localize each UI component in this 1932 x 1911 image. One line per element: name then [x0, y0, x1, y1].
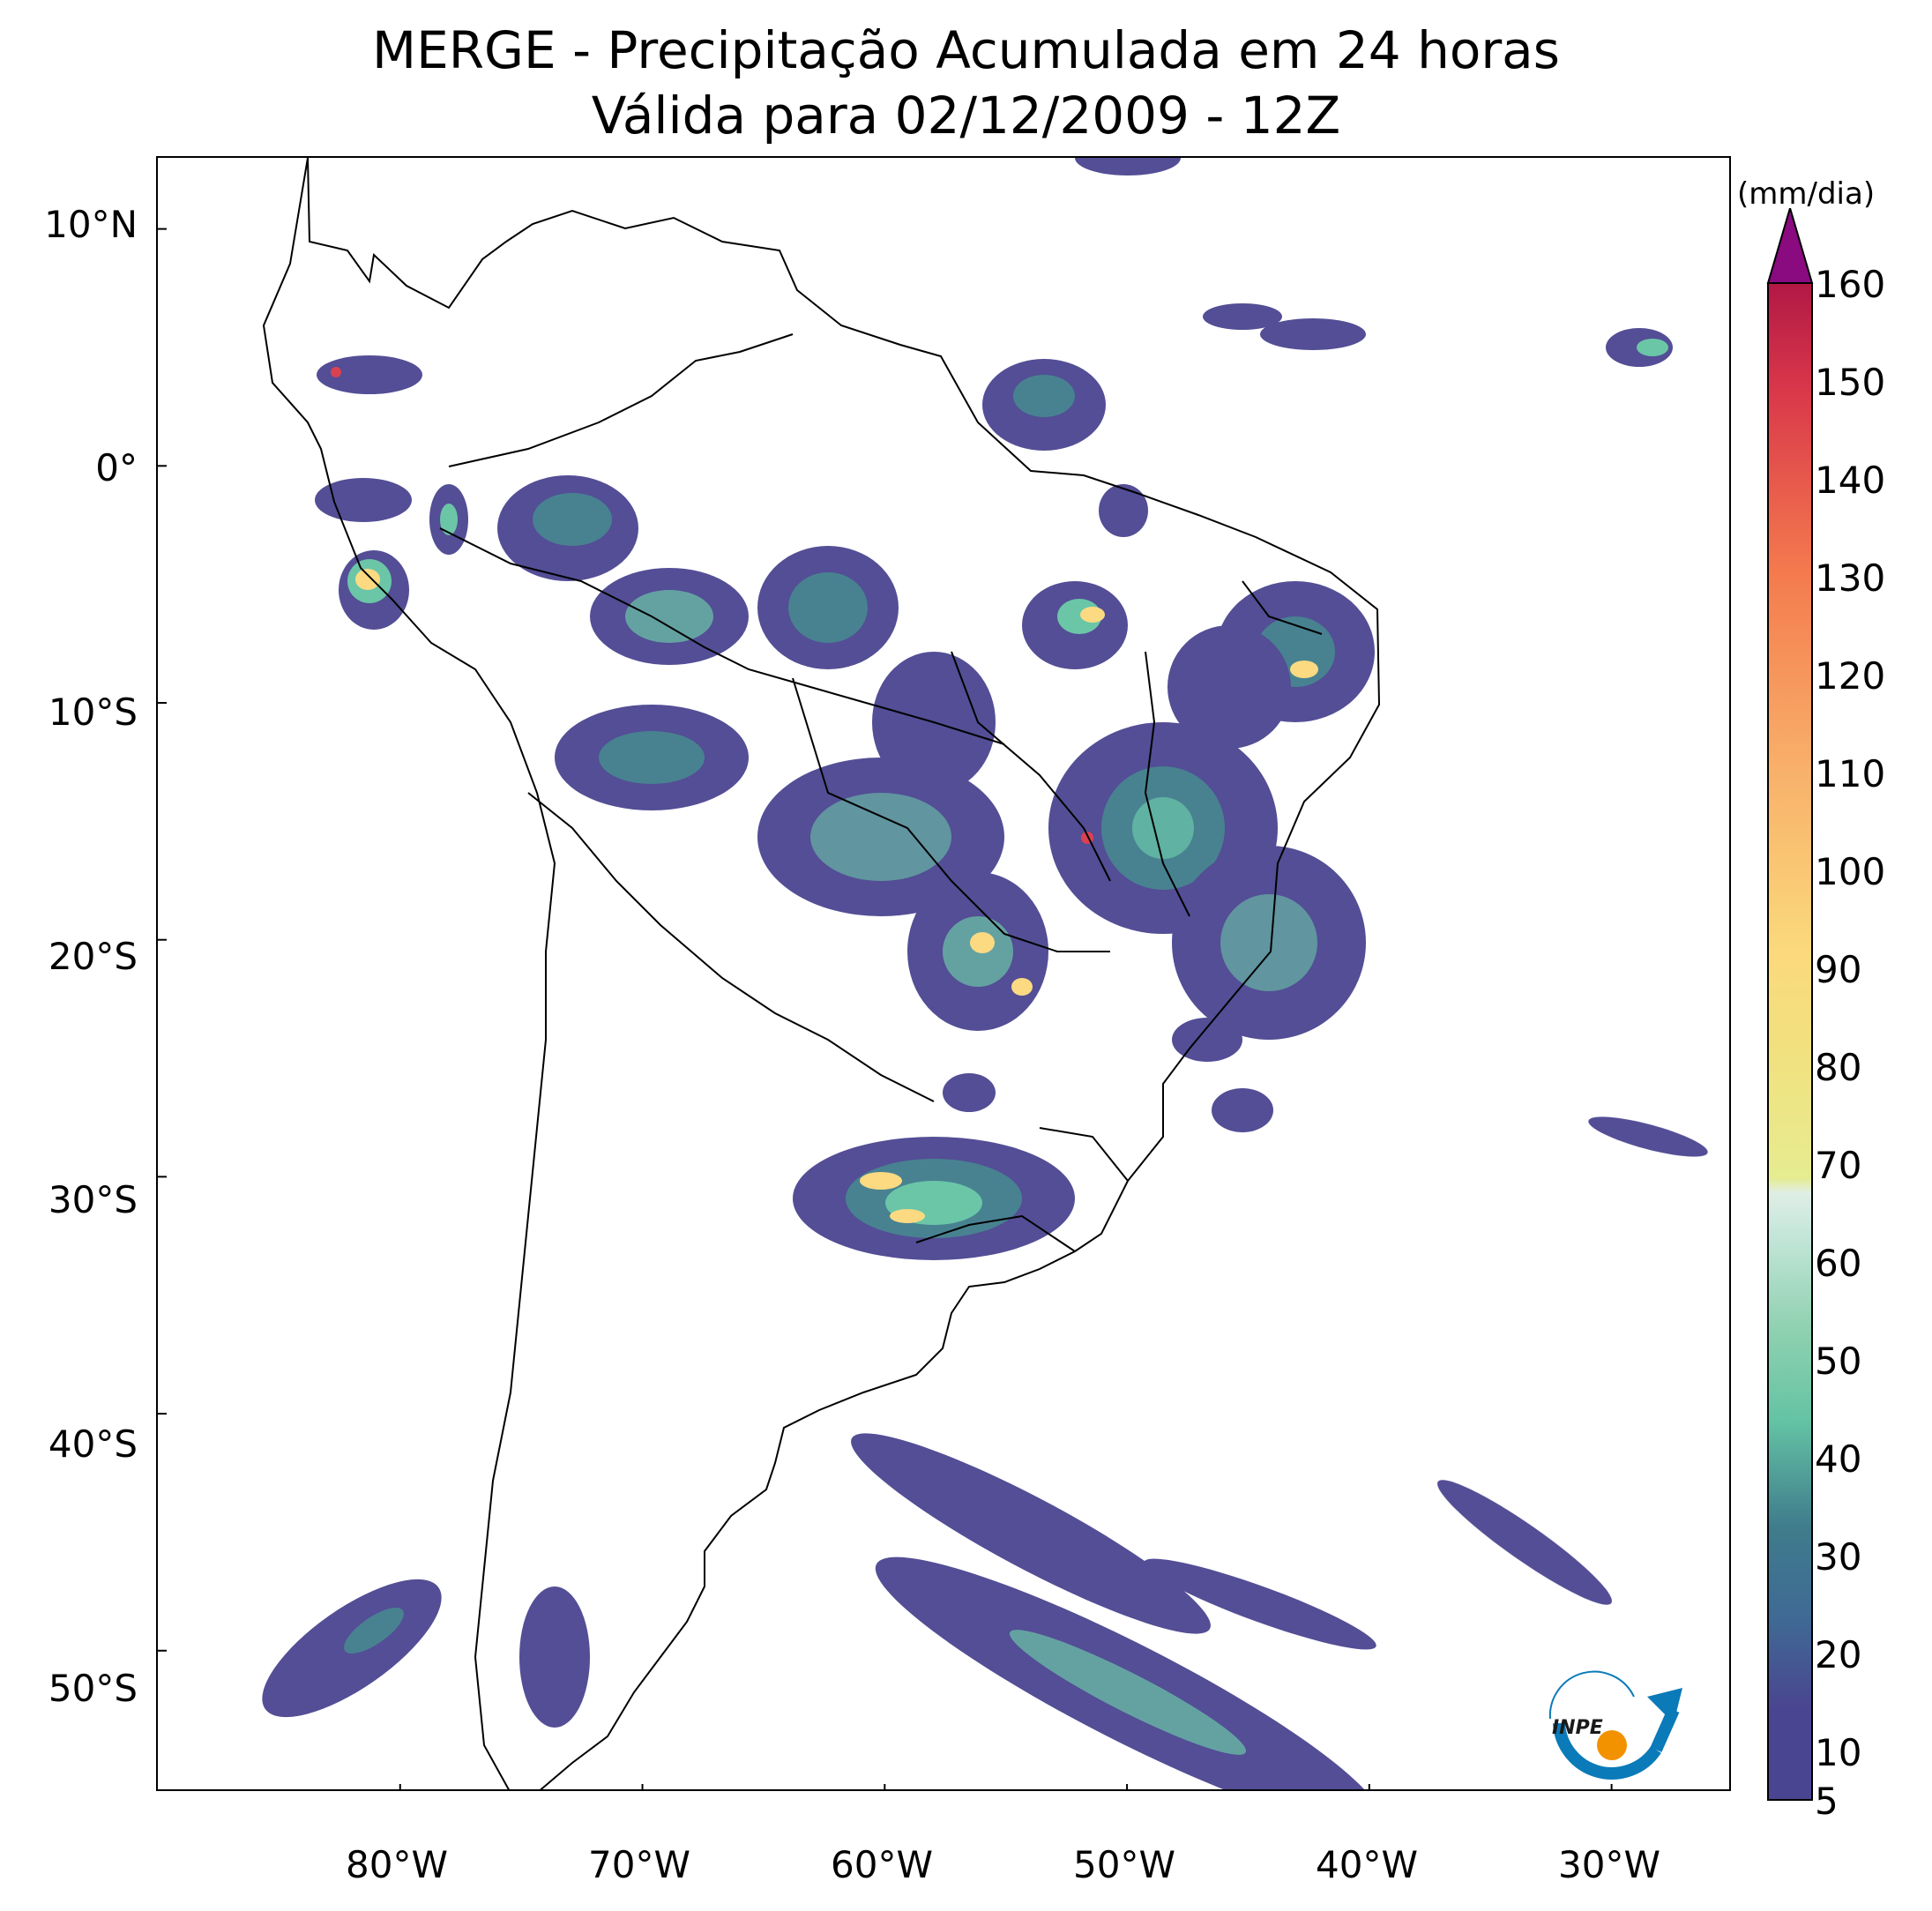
precipitation-field	[262, 158, 1708, 1789]
map-subtitle: Válida para 02/12/2009 - 12Z	[591, 86, 1341, 146]
colorbar-tick-5: 5	[1815, 1780, 1839, 1823]
colorbar-tick-120: 120	[1815, 654, 1886, 698]
colorbar-extend-arrow	[1766, 208, 1814, 284]
lat-label-50s: 50°S	[48, 1667, 138, 1710]
lon-label-80w: 80°W	[346, 1843, 448, 1886]
inpe-logo-text: INPE	[1552, 1717, 1603, 1739]
lat-label-40s: 40°S	[48, 1422, 138, 1466]
colorbar-tick-60: 60	[1815, 1242, 1862, 1285]
axis-ticks	[158, 228, 1613, 1789]
lat-label-10s: 10°S	[48, 690, 138, 734]
lon-label-40w: 40°W	[1316, 1843, 1418, 1886]
lat-label-10n: 10°N	[44, 203, 138, 246]
colorbar-tick-100: 100	[1815, 850, 1886, 893]
inpe-logo: INPE	[1548, 1670, 1682, 1780]
lat-label-30s: 30°S	[48, 1178, 138, 1221]
lat-label-0: 0°	[95, 446, 138, 489]
map-title: MERGE - Precipitação Acumulada em 24 hor…	[372, 20, 1560, 80]
coastlines-and-borders	[262, 158, 1381, 1789]
map-area	[156, 156, 1731, 1791]
colorbar-tick-80: 80	[1815, 1046, 1862, 1089]
colorbar-tick-160: 160	[1815, 263, 1886, 306]
colorbar	[1766, 208, 1814, 1801]
colorbar-tick-90: 90	[1815, 948, 1862, 991]
colorbar-units: (mm/dia)	[1737, 176, 1876, 212]
lat-label-20s: 20°S	[48, 935, 138, 978]
lon-label-30w: 30°W	[1558, 1843, 1660, 1886]
colorbar-tick-110: 110	[1815, 752, 1886, 795]
colorbar-tick-70: 70	[1815, 1144, 1862, 1187]
colorbar-tick-30: 30	[1815, 1535, 1862, 1579]
colorbar-tick-40: 40	[1815, 1437, 1862, 1481]
colorbar-tick-150: 150	[1815, 361, 1886, 404]
colorbar-tick-130: 130	[1815, 556, 1886, 600]
lon-label-60w: 60°W	[831, 1843, 933, 1886]
lon-label-50w: 50°W	[1073, 1843, 1175, 1886]
colorbar-tick-10: 10	[1815, 1731, 1862, 1774]
colorbar-tick-50: 50	[1815, 1340, 1862, 1383]
lon-label-70w: 70°W	[588, 1843, 690, 1886]
colorbar-tick-20: 20	[1815, 1633, 1862, 1676]
colorbar-tick-140: 140	[1815, 459, 1886, 502]
precipitation-map	[158, 158, 1708, 1789]
